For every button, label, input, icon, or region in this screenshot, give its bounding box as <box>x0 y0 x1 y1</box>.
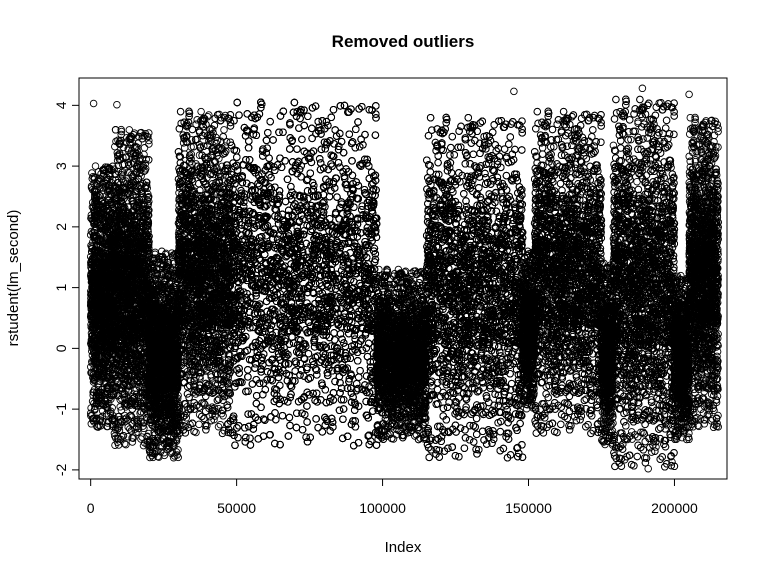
chart-title: Removed outliers <box>332 32 475 51</box>
x-axis-label: Index <box>385 539 422 556</box>
y-axis-label: rstudent(lm_second) <box>5 210 22 347</box>
data-points <box>87 85 721 472</box>
